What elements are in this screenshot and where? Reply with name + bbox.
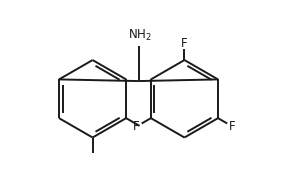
Text: NH$_2$: NH$_2$ (128, 28, 152, 43)
Text: F: F (133, 120, 140, 133)
Text: F: F (181, 37, 188, 50)
Text: F: F (229, 120, 236, 133)
